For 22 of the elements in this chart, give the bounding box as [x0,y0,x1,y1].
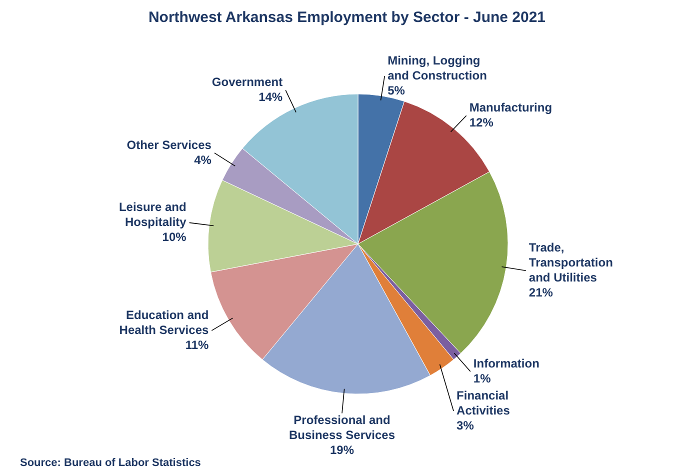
slice-label: Government [212,75,283,90]
data-label: 3% [456,418,474,433]
data-label: 5% [388,84,406,98]
chart-title: Northwest Arkansas Employment by Sector - June 2021 [148,9,546,26]
data-label: 1% [473,372,492,386]
slice-label: Financial Activities [456,388,510,418]
source-note: Source: Bureau of Labor Statistics [20,457,201,469]
data-label: 11% [185,338,209,352]
slice-label: Manufacturing [469,100,552,115]
data-label: 10% [162,230,187,244]
slice-label: Education and Health Services [119,308,209,338]
slice-label: Mining, Logging and Construction [388,54,487,83]
slice-label: Information [473,356,540,371]
slice-label: Professional and Business Services [288,413,396,442]
slice-label: Trade, Transportation and Utilities [528,240,613,285]
data-label: 14% [258,90,283,104]
data-label: 12% [469,116,494,130]
data-label: 21% [528,286,554,300]
slice-label: Other Services [126,138,212,152]
data-label: 19% [330,443,354,458]
data-label: 4% [194,152,212,167]
slice-label: Leisure and Hospitality [118,200,187,230]
